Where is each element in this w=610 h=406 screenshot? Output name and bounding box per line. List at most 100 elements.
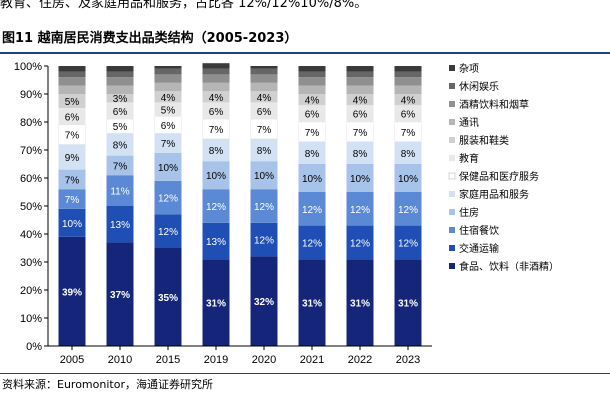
data-label: 7%	[161, 139, 176, 150]
data-label: 4%	[305, 96, 320, 107]
bar-segment	[154, 248, 182, 346]
data-label: 8%	[257, 146, 272, 157]
bar-segment	[298, 66, 326, 72]
data-label: 8%	[113, 140, 128, 151]
legend-item: 住宿餐饮	[449, 224, 499, 237]
bar-segment	[250, 256, 278, 346]
bar-segment	[346, 192, 374, 226]
data-label: 9%	[65, 153, 80, 164]
data-label: 7%	[65, 175, 80, 186]
bar-segment	[106, 94, 134, 103]
bar-segment	[58, 208, 86, 237]
y-tick-label: 50%	[20, 201, 42, 213]
bar-segment	[394, 66, 422, 72]
bar-segment	[346, 94, 374, 106]
data-label: 12%	[350, 238, 370, 249]
legend-swatch	[449, 245, 455, 251]
data-label: 10%	[158, 163, 178, 174]
bar-segment	[154, 74, 182, 83]
bar-segment	[154, 214, 182, 248]
bar-segment	[202, 82, 230, 92]
data-label: 32%	[254, 297, 274, 308]
data-label: 4%	[257, 93, 272, 104]
bar-segment	[298, 141, 326, 164]
data-label: 6%	[305, 110, 320, 121]
bar-segment	[250, 91, 278, 103]
bar-segment	[106, 77, 134, 86]
bar-stack-2021: 31% 12% 12% 10% 8% 7% 6% 4%	[298, 66, 326, 346]
data-label: 8%	[209, 146, 224, 157]
bar-segment	[202, 222, 230, 260]
bar-segment	[394, 141, 422, 164]
x-axis: 2005 2010 2015 2019 2020 2021 2022 2023	[48, 345, 432, 366]
data-label: 12%	[350, 205, 370, 216]
bar-segment	[250, 189, 278, 223]
bar-segment	[154, 68, 182, 75]
bar-segment	[154, 180, 182, 215]
data-label: 10%	[62, 219, 82, 230]
legend-swatch	[449, 227, 455, 233]
data-label: 37%	[110, 290, 130, 301]
legend-label: 通讯	[459, 117, 479, 129]
legend-item: 家庭用品和服务	[449, 188, 529, 201]
bar-segment	[58, 77, 86, 86]
legend-swatch	[449, 119, 455, 125]
bar-stack-2010: 37% 13% 11% 7% 8% 5% 6% 3%	[106, 66, 134, 346]
bar-segment	[154, 133, 182, 153]
data-label: 8%	[353, 149, 368, 160]
legend-label: 住房	[459, 206, 479, 219]
bar-stack-2019: 31% 13% 12% 10% 8% 7% 6% 4%	[202, 63, 230, 346]
data-label: 3%	[113, 94, 128, 105]
bar-segment	[298, 105, 326, 122]
y-tick-label: 30%	[20, 257, 42, 269]
legend-item: 保健品和医疗服务	[448, 170, 539, 183]
bar-segment	[106, 133, 134, 156]
data-label: 5%	[113, 122, 128, 133]
legend-item: 食品、饮料（非酒精）	[449, 260, 559, 273]
legend-swatch	[449, 83, 455, 89]
legend-label: 杂项	[459, 63, 479, 75]
bar-segment	[202, 189, 230, 223]
bar-segment	[202, 63, 230, 69]
legend-swatch	[449, 65, 455, 71]
data-label: 12%	[206, 202, 226, 213]
bar-segment	[106, 102, 134, 120]
bar-segment	[58, 144, 86, 170]
legend-swatch	[449, 155, 455, 161]
data-label: 4%	[353, 96, 368, 107]
bar-segment	[394, 77, 422, 86]
bar-segment	[106, 85, 134, 94]
bar-stack-2022: 31% 12% 12% 10% 8% 7% 6% 4%	[346, 66, 374, 346]
bar-segment	[106, 242, 134, 346]
legend-label: 保健品和医疗服务	[459, 170, 539, 183]
data-label: 6%	[209, 107, 224, 118]
data-label: 8%	[401, 149, 416, 160]
legend-item: 通讯	[449, 117, 479, 129]
x-tick-label: 2021	[300, 354, 324, 366]
bar-segment	[346, 164, 374, 192]
data-label: 39%	[62, 287, 82, 298]
bar-segment	[250, 102, 278, 120]
bar-segment	[154, 91, 182, 103]
data-label: 10%	[254, 171, 274, 182]
y-tick-label: 90%	[20, 89, 42, 101]
legend-label: 住宿餐饮	[459, 224, 499, 237]
data-label: 31%	[350, 299, 370, 310]
bar-segment	[250, 222, 278, 257]
legend-label: 交通运输	[459, 242, 499, 255]
y-tick-label: 70%	[20, 145, 42, 157]
bar-segment	[298, 94, 326, 106]
data-label: 10%	[206, 171, 226, 182]
data-label: 7%	[209, 125, 224, 136]
legend-label: 服装和鞋类	[459, 134, 509, 147]
data-label: 5%	[65, 97, 80, 108]
title-rule	[0, 52, 610, 54]
x-tick-label: 2019	[204, 354, 228, 366]
x-tick-label: 2005	[60, 354, 84, 366]
bar-segment	[394, 71, 422, 78]
data-label: 7%	[305, 128, 320, 139]
y-tick-label: 80%	[20, 117, 42, 129]
bar-segment	[394, 105, 422, 122]
legend-swatch	[449, 209, 455, 215]
legend-item: 交通运输	[449, 242, 499, 255]
